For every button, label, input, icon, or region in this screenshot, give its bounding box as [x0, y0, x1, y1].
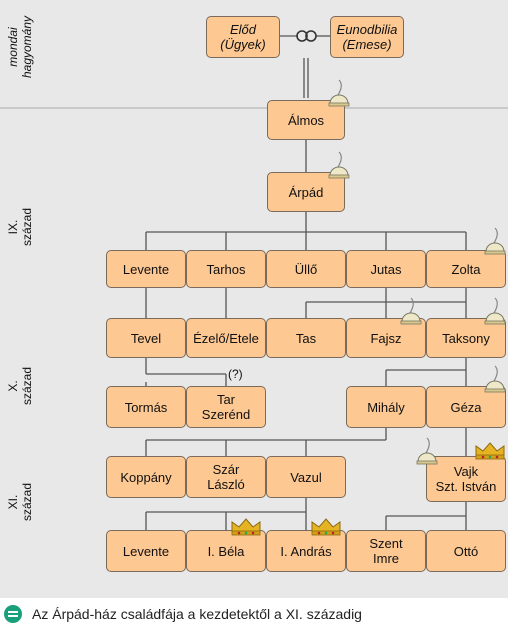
person-box-tas: Tas [266, 318, 346, 358]
person-box-taksony: Taksony [426, 318, 506, 358]
feathered-cap-icon [400, 297, 422, 325]
person-box-vajk: Vajk Szt. István [426, 456, 506, 502]
uncertain-note: (?) [228, 367, 243, 381]
person-box-almos: Álmos [267, 100, 345, 140]
feathered-cap-icon [328, 151, 350, 179]
person-box-tormas: Tormás [106, 386, 186, 428]
family-tree-diagram: mondai hagyomány IX. század X. század XI… [0, 0, 508, 598]
marriage-rings-icon [296, 30, 317, 42]
person-box-mihaly: Mihály [346, 386, 426, 428]
person-box-vazul: Vazul [266, 456, 346, 498]
feathered-cap-icon [484, 365, 506, 393]
crown-icon [311, 518, 341, 536]
person-box-ezelo: Ézelő/Etele [186, 318, 266, 358]
person-box-tevel: Tevel [106, 318, 186, 358]
figure-caption: Az Árpád-ház családfája a kezdetektől a … [0, 598, 508, 630]
person-box-elod: Előd (Ügyek) [206, 16, 280, 58]
era-label-legend: mondai hagyomány [6, 15, 34, 79]
person-box-koppany: Koppány [106, 456, 186, 498]
person-box-szar-laszlo: Szár László [186, 456, 266, 498]
era-label-ix-century: IX. század [6, 207, 34, 247]
list-icon[interactable] [4, 605, 22, 623]
crown-icon [231, 518, 261, 536]
person-box-levente-xi: Levente [106, 530, 186, 572]
feathered-cap-icon [484, 297, 506, 325]
person-box-geza: Géza [426, 386, 506, 428]
person-box-tarhos: Tarhos [186, 250, 266, 288]
person-box-tar-szerend: Tar Szerénd [186, 386, 266, 428]
person-box-arpad: Árpád [267, 172, 345, 212]
person-box-andras: I. András [266, 530, 346, 572]
person-box-bela: I. Béla [186, 530, 266, 572]
person-box-jutas: Jutas [346, 250, 426, 288]
person-box-ullo: Üllő [266, 250, 346, 288]
person-box-otto: Ottó [426, 530, 506, 572]
person-box-szent-imre: Szent Imre [346, 530, 426, 572]
person-box-zolta: Zolta [426, 250, 506, 288]
crown-icon [475, 442, 505, 460]
era-label-xi-century: XI. század [6, 482, 34, 522]
feathered-cap-icon [484, 227, 506, 255]
person-box-fajsz: Fajsz [346, 318, 426, 358]
feathered-cap-icon [416, 437, 438, 465]
feathered-cap-icon [328, 79, 350, 107]
era-label-x-century: X. század [6, 366, 34, 406]
caption-text: Az Árpád-ház családfája a kezdetektől a … [32, 606, 362, 622]
person-box-eunodbilia: Eunodbilia (Emese) [330, 16, 404, 58]
person-box-levente: Levente [106, 250, 186, 288]
tree-connector-lines [0, 30, 508, 530]
